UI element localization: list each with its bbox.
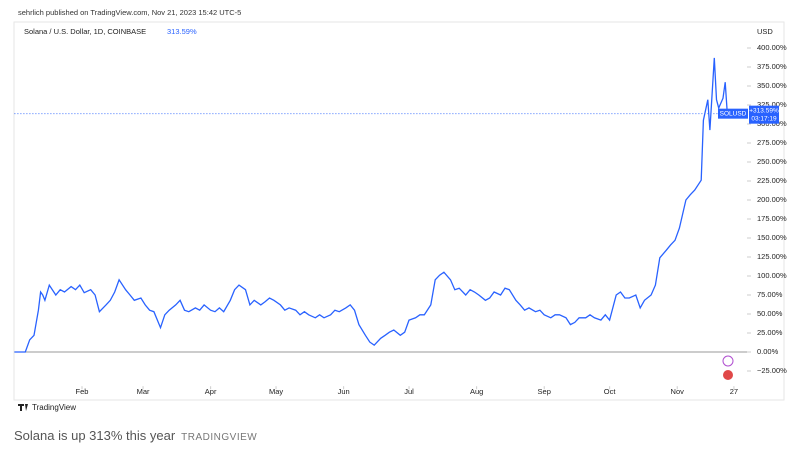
legend-title: Solana / U.S. Dollar, 1D, COINBASE [24, 27, 146, 36]
y-tick-label: 150.00% [757, 233, 787, 242]
x-tick-label: Jul [404, 387, 414, 396]
event-icon [723, 370, 733, 380]
x-tick-label: Aug [470, 387, 483, 396]
y-tick-label: 100.00% [757, 271, 787, 280]
x-tick-label: 27 [730, 387, 738, 396]
y-tick-label: 125.00% [757, 252, 787, 261]
caption: Solana is up 313% this year TRADINGVIEW [14, 428, 257, 443]
x-tick-label: Feb [76, 387, 89, 396]
y-tick-label: 225.00% [757, 176, 787, 185]
price-box [749, 105, 779, 124]
price-label: +313.59% [749, 107, 779, 114]
y-tick-label: 275.00% [757, 138, 787, 147]
x-tick-label: Mar [137, 387, 150, 396]
event-icon [722, 355, 734, 367]
symbol-box [718, 108, 748, 119]
x-tick-label: May [269, 387, 283, 396]
y-tick-label: 0.00% [757, 347, 779, 356]
brand-logo [18, 404, 28, 411]
y-tick-label: 350.00% [757, 81, 787, 90]
y-tick-label: 325.00% [757, 100, 787, 109]
y-tick-label: 50.00% [757, 309, 783, 318]
y-tick-label: 250.00% [757, 157, 787, 166]
legend-value: 313.59% [167, 27, 197, 36]
x-tick-label: Jun [338, 387, 350, 396]
countdown: 03:17:19 [751, 115, 777, 122]
caption-source: TRADINGVIEW [181, 432, 258, 443]
header: sehrlich published on TradingView.com, N… [18, 8, 241, 17]
y-tick-label: 400.00% [757, 43, 787, 52]
y-tick-label: 375.00% [757, 62, 787, 71]
x-tick-label: Nov [671, 387, 685, 396]
chart-frame [13, 21, 785, 401]
caption-text: Solana is up 313% this year [14, 428, 176, 443]
y-tick-label: 75.00% [757, 290, 783, 299]
symbol-label: SOLUSD [720, 110, 747, 117]
brand: TradingView [32, 403, 76, 412]
x-tick-label: Sep [538, 387, 551, 396]
x-tick-label: Oct [604, 387, 617, 396]
y-tick-label: 25.00% [757, 328, 783, 337]
y-tick-label: −25.00% [757, 366, 787, 375]
y-tick-label: 175.00% [757, 214, 787, 223]
chart: sehrlich published on TradingView.com, N… [13, 8, 787, 412]
x-tick-label: Apr [205, 387, 217, 396]
y-unit: USD [757, 27, 773, 36]
price-line [14, 57, 730, 353]
y-tick-label: 200.00% [757, 195, 787, 204]
